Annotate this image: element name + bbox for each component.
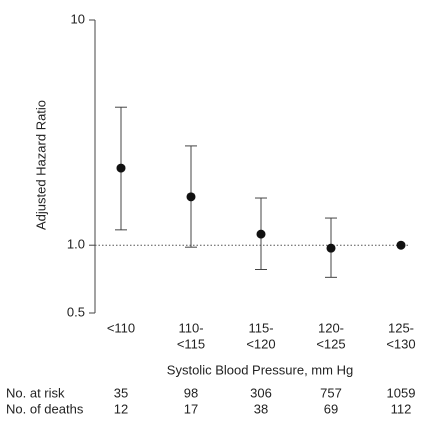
point [326, 243, 336, 253]
table-row-label: No. of deaths [6, 401, 84, 416]
table-cell: 38 [254, 401, 268, 416]
table-cell: 1059 [387, 385, 416, 400]
x-tick-label: <120 [246, 336, 275, 351]
x-tick-label: 115- [248, 320, 273, 335]
table-cell: 98 [184, 385, 198, 400]
table-cell: 12 [114, 401, 128, 416]
table-cell: 17 [184, 401, 198, 416]
table-cell: 757 [320, 385, 342, 400]
x-tick-label: 120- [318, 320, 344, 335]
table-cell: 35 [114, 385, 128, 400]
y-tick-label: 0.5 [67, 304, 85, 319]
x-axis-label: Systolic Blood Pressure, mm Hg [167, 362, 353, 377]
y-tick-label: 1.0 [67, 237, 85, 252]
x-tick-label: <130 [386, 336, 415, 351]
x-tick-label: <110 [107, 320, 135, 335]
table-row-label: No. at risk [6, 385, 65, 400]
point [116, 163, 126, 173]
y-axis-label: Adjusted Hazard Ratio [33, 100, 48, 230]
table-cell: 112 [391, 401, 412, 416]
x-tick-label: <125 [316, 336, 345, 351]
point [396, 240, 406, 250]
table-cell: 306 [250, 385, 272, 400]
x-tick-label: 110- [178, 320, 203, 335]
point [186, 192, 196, 202]
table-cell: 69 [324, 401, 338, 416]
x-tick-label: <115 [177, 336, 205, 351]
point [256, 229, 266, 239]
x-tick-label: 125- [388, 320, 414, 335]
y-tick-label: 10 [71, 11, 85, 26]
